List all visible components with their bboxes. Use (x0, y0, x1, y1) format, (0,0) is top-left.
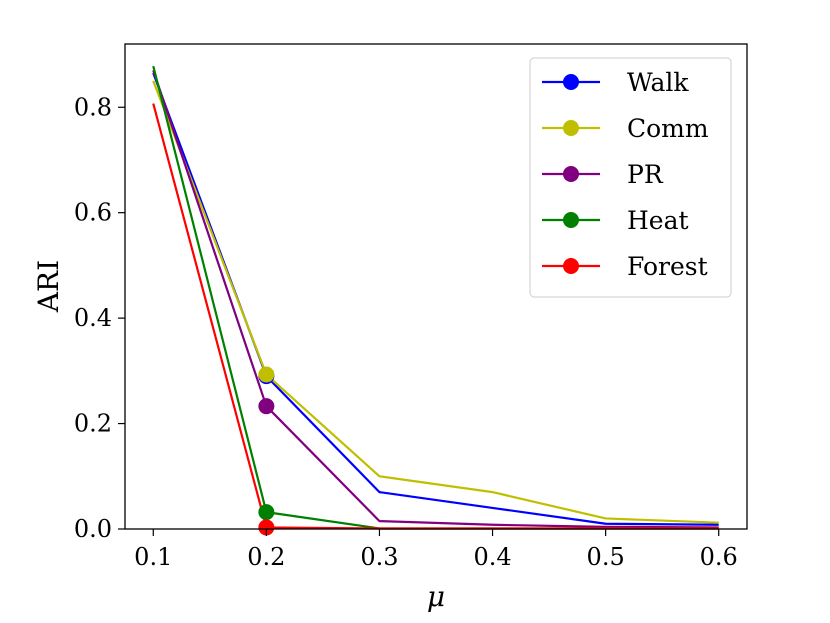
y-tick-label: 0.4 (74, 304, 112, 332)
legend-marker-comm (563, 120, 579, 136)
series-marker-forest (258, 519, 275, 536)
x-tick-label: 0.2 (247, 543, 285, 571)
legend-label-pr: PR (627, 160, 664, 189)
series-line-pr (152, 70, 719, 529)
y-tick-label: 0.8 (74, 93, 112, 121)
y-tick-label: 0.2 (74, 410, 112, 438)
legend-box (529, 57, 732, 298)
series-marker-heat (258, 504, 275, 521)
x-tick-label: 0.4 (473, 543, 511, 571)
y-tick-label: 0.6 (74, 199, 112, 227)
y-axis-title: ARI (32, 260, 65, 313)
y-axis: 0.0 0.2 0.4 0.6 0.8 (74, 93, 125, 543)
legend-label-forest: Forest (627, 252, 708, 281)
x-axis-title: μ (427, 580, 445, 613)
x-tick-label: 0.6 (700, 543, 738, 571)
x-axis: 0.1 0.2 0.3 0.4 0.5 0.6 (134, 529, 738, 571)
legend-label-comm: Comm (627, 114, 709, 143)
legend-marker-forest (563, 258, 579, 274)
x-tick-label: 0.1 (134, 543, 172, 571)
legend-label-walk: Walk (627, 68, 689, 97)
legend-label-heat: Heat (627, 206, 689, 235)
x-tick-label: 0.5 (587, 543, 625, 571)
x-tick-label: 0.3 (360, 543, 398, 571)
series-marker-comm (258, 366, 275, 383)
legend-marker-pr (563, 166, 579, 182)
legend-marker-heat (563, 212, 579, 228)
series-layer (152, 65, 719, 536)
legend: Walk Comm PR Heat Forest (529, 57, 732, 298)
y-tick-label: 0.0 (74, 515, 112, 543)
legend-marker-walk (563, 74, 579, 90)
series-line-comm (152, 80, 719, 524)
series-marker-pr (258, 398, 275, 415)
plot-frame (124, 43, 748, 530)
